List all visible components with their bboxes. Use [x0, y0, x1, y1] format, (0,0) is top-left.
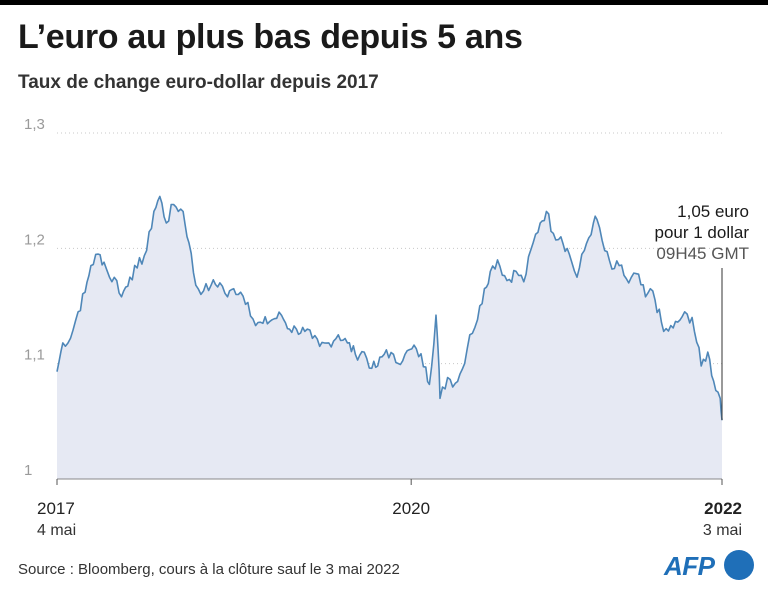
y-tick-label: 1,2 — [24, 231, 45, 248]
x-tick-sublabel: 3 mai — [703, 522, 742, 539]
afp-logo-text: AFP — [664, 551, 715, 581]
annotation-text: 1,05 euro — [677, 202, 749, 221]
x-tick-label: 2022 — [704, 499, 742, 518]
annotation-text: 09H45 GMT — [656, 244, 749, 263]
x-tick-sublabel: 4 mai — [37, 522, 76, 539]
top-bar — [0, 0, 768, 5]
y-tick-labels: 1 1,1 1,2 1,3 — [24, 116, 45, 479]
annotation: 1,05 euro pour 1 dollar 09H45 GMT — [654, 202, 749, 421]
x-tick-label: 2017 — [37, 499, 75, 518]
y-tick-label: 1,1 — [24, 347, 45, 364]
chart-title: L’euro au plus bas depuis 5 ans — [18, 18, 523, 56]
afp-logo-circle-icon — [724, 550, 754, 580]
chart-subtitle: Taux de change euro-dollar depuis 2017 — [18, 72, 379, 93]
annotation-text: pour 1 dollar — [654, 223, 749, 242]
afp-logo: AFP — [664, 548, 754, 584]
source-note: Source : Bloomberg, cours à la clôture s… — [18, 561, 400, 578]
series-line — [56, 195, 723, 421]
x-tick-labels: 2017 4 mai 2020 2022 3 mai — [37, 479, 742, 539]
y-tick-label: 1,3 — [24, 116, 45, 133]
area-fill — [57, 196, 722, 479]
y-tick-label: 1 — [24, 462, 32, 479]
x-tick-label: 2020 — [392, 499, 430, 518]
